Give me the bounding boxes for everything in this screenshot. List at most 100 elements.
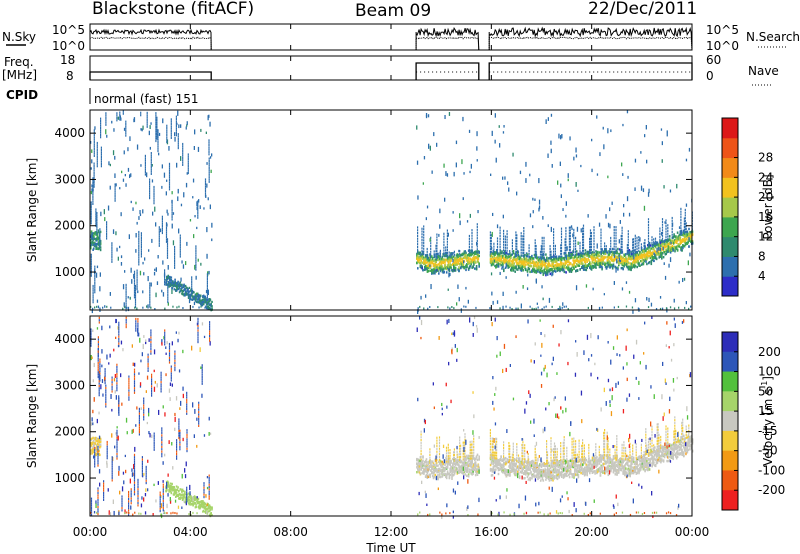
range-cell [492, 258, 495, 261]
range-cell [195, 256, 197, 260]
range-cell [442, 469, 444, 472]
range-cell [505, 251, 508, 255]
range-cell [599, 152, 601, 157]
range-cell [208, 164, 210, 167]
range-cell [114, 185, 116, 188]
range-cell [416, 252, 418, 256]
range-cell [467, 261, 470, 264]
range-cell [436, 239, 438, 242]
range-cell [625, 264, 628, 267]
range-cell [538, 199, 541, 205]
range-cell [146, 114, 148, 117]
range-cell [417, 229, 419, 232]
range-cell [506, 244, 508, 247]
range-cell [125, 286, 127, 289]
range-cell [421, 257, 423, 260]
range-cell [447, 268, 450, 271]
range-cell [620, 251, 622, 254]
range-cell [600, 231, 602, 234]
range-cell [613, 239, 615, 243]
range-cell [422, 268, 424, 272]
range-cell [631, 262, 633, 265]
range-cell [436, 269, 438, 272]
range-cell [601, 254, 603, 258]
range-cell [506, 262, 509, 265]
range-cell [170, 276, 173, 279]
range-cell [476, 473, 479, 476]
range-cell [579, 268, 581, 271]
range-cell [675, 246, 677, 249]
range-cell [596, 243, 598, 249]
range-cell [420, 468, 423, 471]
range-cell [491, 260, 494, 263]
range-cell [587, 257, 589, 261]
range-cell [439, 208, 441, 214]
range-cell [615, 245, 617, 248]
range-cell [140, 243, 142, 246]
range-cell [638, 247, 640, 250]
range-cell [622, 123, 624, 127]
range-cell [183, 285, 185, 288]
range-cell [444, 260, 446, 264]
range-cell [211, 153, 213, 157]
range-cell [424, 266, 426, 269]
range-cell [206, 291, 208, 295]
range-cell [211, 300, 213, 303]
range-cell [465, 467, 467, 470]
range-cell [161, 225, 163, 228]
range-cell [627, 235, 629, 238]
range-cell [197, 146, 200, 152]
range-cell [542, 253, 545, 256]
range-cell [95, 213, 97, 216]
range-cell [107, 205, 110, 211]
range-cell [125, 132, 127, 135]
range-cell [647, 234, 650, 238]
range-cell [197, 202, 199, 205]
range-cell [96, 151, 98, 154]
range-cell [171, 209, 173, 212]
range-cell [652, 251, 654, 254]
range-cell [453, 250, 455, 253]
range-cell [457, 459, 459, 462]
range-cell [150, 168, 152, 171]
range-cell [683, 228, 685, 231]
range-cell [520, 260, 523, 263]
range-cell [195, 254, 197, 257]
range-cell [473, 454, 475, 457]
range-cell [690, 305, 692, 308]
range-cell [468, 463, 471, 467]
range-cell [168, 169, 171, 172]
range-cell [175, 120, 177, 123]
range-cell [611, 250, 613, 254]
range-cell [112, 229, 115, 234]
range-cell [133, 296, 136, 299]
range-cell [475, 471, 478, 475]
range-cell [489, 231, 491, 234]
range-cell [174, 264, 176, 267]
range-cell [434, 264, 437, 267]
range-cell [92, 188, 94, 192]
range-cell [163, 172, 166, 178]
range-cell [470, 449, 472, 452]
range-cell [589, 246, 592, 249]
range-cell [434, 260, 437, 264]
range-cell [510, 260, 513, 263]
range-cell [456, 450, 458, 453]
range-cell [454, 462, 457, 465]
range-cell [564, 255, 566, 258]
range-cell [187, 288, 189, 291]
range-cell [620, 260, 623, 263]
range-cell [657, 253, 660, 256]
range-cell [106, 230, 108, 233]
range-cell [621, 287, 624, 291]
range-cell [593, 245, 595, 248]
range-cell [182, 156, 184, 159]
range-cell [613, 257, 616, 260]
range-cell [627, 249, 629, 252]
range-cell [489, 443, 491, 446]
range-cell [138, 237, 140, 240]
range-cell [474, 252, 477, 255]
range-cell [508, 262, 510, 266]
range-cell [506, 235, 508, 238]
range-cell [469, 257, 472, 260]
